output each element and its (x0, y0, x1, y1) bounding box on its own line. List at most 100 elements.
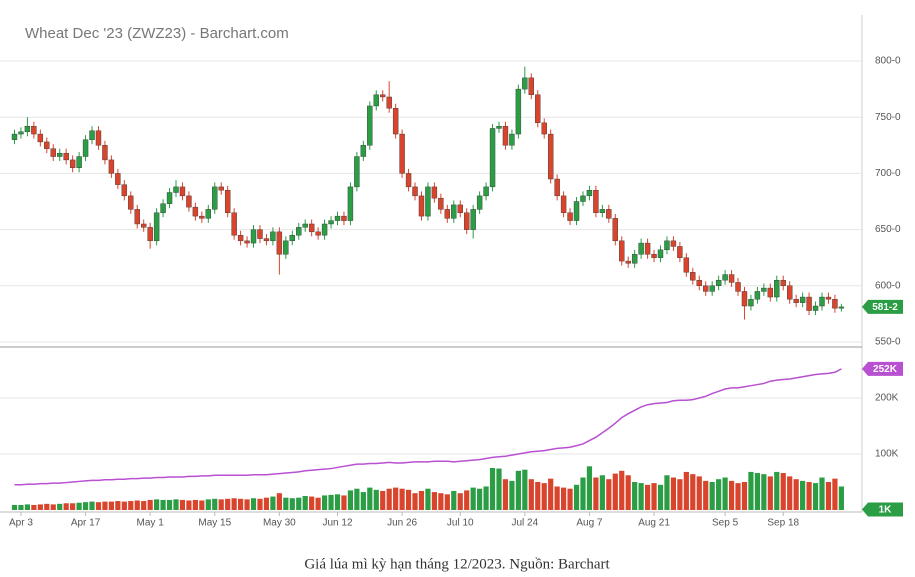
candle-body (302, 223, 308, 228)
candle-body (735, 282, 741, 292)
candle-body (644, 242, 651, 255)
candle-body (547, 133, 554, 180)
candle-body (18, 131, 24, 135)
candle-body (153, 212, 160, 242)
candle-body (638, 242, 644, 255)
x-tick-label: Aug 7 (576, 518, 603, 529)
volume-bar (44, 503, 50, 510)
volume-bar (593, 477, 599, 510)
volume-bar (302, 496, 308, 510)
candle-body (218, 186, 224, 191)
volume-bar (638, 483, 644, 510)
volume-bar (703, 480, 709, 510)
candle-body (580, 195, 586, 202)
candle-body (522, 77, 528, 90)
candle-body (780, 279, 786, 286)
volume-bar (677, 479, 683, 510)
candle-body (696, 279, 702, 286)
volume-bar (31, 504, 37, 510)
candle-body (489, 128, 496, 188)
candle-body (774, 279, 780, 298)
volume-bar (192, 499, 198, 510)
volume-bar (418, 490, 425, 510)
volume-bar (380, 490, 386, 510)
volume-bar (489, 468, 496, 510)
volume-bar (147, 499, 153, 510)
volume-bar (761, 474, 767, 510)
volume-bar (735, 483, 741, 510)
candle-body (140, 223, 147, 228)
volume-bar (709, 482, 715, 510)
open-interest-line (14, 368, 842, 486)
candle-body (341, 215, 347, 221)
candle-body (373, 94, 379, 107)
candle-body (799, 296, 806, 303)
candle-body (812, 305, 819, 311)
volume-bar (89, 501, 95, 510)
volume-bar (218, 499, 224, 510)
volume-bar (399, 488, 405, 510)
candle-body (179, 186, 186, 197)
volume-bar (625, 475, 631, 510)
candle-body (76, 156, 82, 168)
volume-bar (179, 499, 186, 510)
volume-bar (283, 497, 289, 510)
volume-bar (121, 501, 127, 510)
candle-body (257, 229, 263, 239)
volume-bar (541, 483, 547, 510)
volume-bar (231, 498, 237, 510)
volume-bar (37, 504, 43, 510)
volume-bar (154, 499, 160, 510)
candle-body (276, 231, 283, 255)
volume-bar (838, 486, 844, 510)
volume-bar (664, 475, 670, 510)
candle-body (115, 173, 121, 185)
candle-body (289, 235, 295, 242)
candle-body (354, 156, 360, 188)
volume-bar (257, 498, 263, 510)
volume-bar (612, 473, 618, 510)
volume-bar (102, 501, 108, 510)
volume-bar (438, 493, 444, 510)
x-tick-label: Jul 10 (447, 518, 474, 529)
volume-bar (82, 502, 89, 510)
volume-bar (716, 479, 722, 510)
volume-bar (580, 477, 586, 510)
volume-bar (457, 493, 463, 510)
candle-body (593, 190, 599, 213)
candle-body (748, 299, 754, 307)
volume-bar (606, 479, 612, 510)
volume-bar (134, 500, 140, 510)
candle-body (496, 125, 502, 129)
candle-body (670, 240, 677, 247)
volume-bar (767, 476, 773, 510)
candle-body (386, 96, 392, 109)
candle-body (515, 88, 522, 135)
candle-body (683, 257, 690, 273)
candle-body (806, 296, 812, 311)
candle-body (263, 238, 270, 242)
volume-bar (250, 498, 257, 510)
candle-body (560, 195, 567, 213)
candle-body (360, 145, 367, 157)
volume-bar (270, 496, 276, 510)
volume-bar (431, 492, 437, 510)
last-price-badge (862, 299, 903, 314)
candle-body (612, 218, 618, 242)
volume-bar (360, 492, 366, 510)
x-tick-label: May 15 (198, 518, 231, 529)
volume-bar (309, 496, 315, 510)
x-tick-label: Sep 5 (712, 518, 739, 529)
volume-bar (373, 489, 379, 510)
chart-title: Wheat Dec '23 (ZWZ23) - Barchart.com (25, 25, 289, 42)
volume-bar (263, 497, 270, 510)
candle-body (367, 105, 373, 146)
candle-body (31, 125, 37, 135)
candle-body (108, 159, 115, 174)
volume-bar (696, 476, 702, 510)
candle-body (166, 192, 173, 204)
volume-bar (774, 471, 780, 510)
open-interest-label: 252K (873, 364, 898, 375)
volume-bar (238, 498, 244, 510)
volume-bar (76, 502, 82, 510)
